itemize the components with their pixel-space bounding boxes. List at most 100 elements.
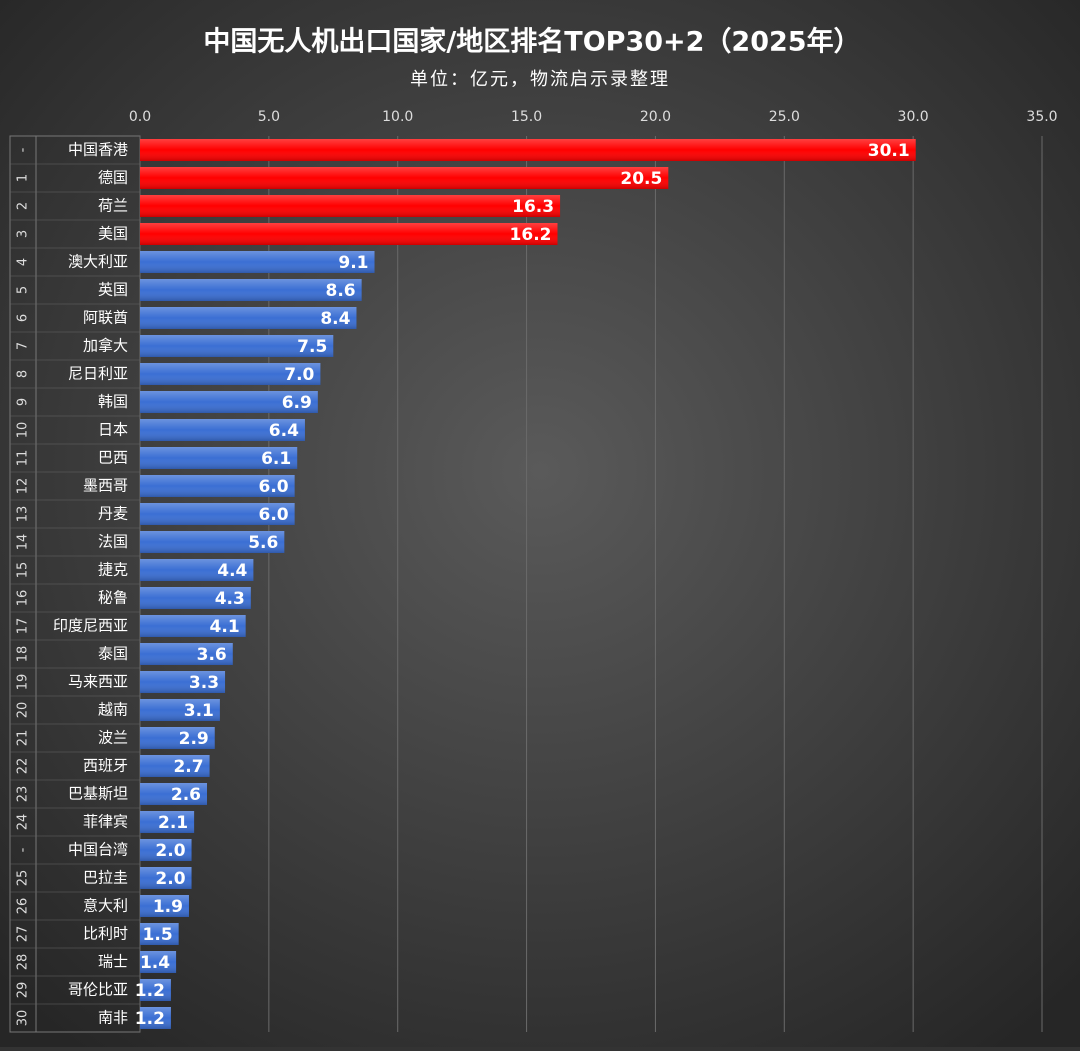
value-label: 3.6	[197, 645, 227, 665]
value-label: 2.1	[158, 813, 188, 833]
value-label: 20.5	[620, 169, 662, 189]
value-label: 8.4	[320, 309, 350, 329]
bar-shine	[140, 531, 285, 553]
y-tick-label: 哥伦比亚	[68, 981, 128, 999]
rank-label: 8	[16, 370, 31, 378]
bar-shine	[140, 335, 334, 357]
value-label: 16.3	[512, 197, 554, 217]
y-tick-label: 巴拉圭	[83, 869, 128, 887]
rank-label: 11	[16, 450, 31, 467]
bar-shine	[140, 447, 298, 469]
value-label: 6.0	[259, 477, 289, 497]
y-tick-label: 澳大利亚	[68, 253, 128, 271]
rank-label: 22	[16, 758, 31, 775]
bar-shine	[140, 251, 375, 273]
y-tick-label: 捷克	[98, 561, 128, 579]
bar-shine	[140, 755, 210, 777]
rank-label: 2	[16, 202, 31, 210]
rank-label: 27	[16, 926, 31, 943]
bar-shine	[140, 195, 561, 217]
y-tick-label: 日本	[98, 421, 128, 439]
bar-shine	[140, 979, 171, 1001]
bar-shine	[140, 895, 189, 917]
rank-label: 28	[16, 954, 31, 971]
y-tick-label: 墨西哥	[83, 477, 128, 495]
rank-label: 7	[16, 342, 31, 350]
value-label: 5.6	[248, 533, 278, 553]
bar-shine	[140, 727, 215, 749]
value-label: 30.1	[868, 141, 910, 161]
value-label: 2.0	[155, 841, 185, 861]
rank-label: 21	[16, 730, 31, 747]
value-label: 6.4	[269, 421, 299, 441]
x-tick-label: 10.0	[382, 109, 413, 125]
value-label: 1.2	[135, 1009, 165, 1029]
y-tick-label: 中国台湾	[68, 841, 128, 859]
rank-label: 20	[16, 702, 31, 719]
y-tick-label: 瑞士	[98, 953, 128, 971]
bar-shine	[140, 391, 318, 413]
y-tick-label: 法国	[98, 533, 128, 551]
rank-label: 23	[16, 786, 31, 803]
x-tick-label: 25.0	[769, 109, 800, 125]
y-tick-label: 越南	[98, 701, 128, 719]
x-tick-label: 0.0	[129, 109, 151, 125]
value-label: 7.0	[284, 365, 314, 385]
value-label: 1.4	[140, 953, 170, 973]
value-label: 4.3	[215, 589, 245, 609]
value-label: 7.5	[297, 337, 327, 357]
bar-shine	[140, 839, 192, 861]
y-tick-label: 菲律宾	[83, 813, 128, 831]
bar-shine	[140, 139, 916, 161]
bar-shine	[140, 811, 195, 833]
rank-label: 5	[16, 286, 31, 294]
chart-title: 中国无人机出口国家/地区排名TOP30+2（2025年）	[203, 26, 860, 58]
value-label: 2.6	[171, 785, 201, 805]
y-tick-label: 丹麦	[98, 505, 128, 523]
y-tick-label: 英国	[98, 281, 128, 299]
rank-label: 29	[16, 982, 31, 999]
y-tick-label: 美国	[98, 225, 128, 243]
value-label: 3.3	[189, 673, 219, 693]
y-tick-label: 南非	[98, 1009, 128, 1027]
value-label: 4.4	[217, 561, 247, 581]
bar-shine	[140, 1007, 171, 1029]
bar-shine	[140, 699, 220, 721]
value-label: 16.2	[510, 225, 552, 245]
value-label: 1.2	[135, 981, 165, 1001]
rank-label: 16	[16, 590, 31, 607]
bar-shine	[140, 559, 254, 581]
bar-shine	[140, 419, 305, 441]
bar-shine	[140, 923, 179, 945]
value-label: 6.0	[259, 505, 289, 525]
rank-label: 18	[16, 646, 31, 663]
value-label: 6.1	[261, 449, 291, 469]
rank-label: 17	[16, 618, 31, 635]
bar-shine	[140, 223, 558, 245]
value-label: 2.0	[155, 869, 185, 889]
x-tick-label: 35.0	[1026, 109, 1057, 125]
rank-label: 30	[16, 1010, 31, 1027]
rank-label: 26	[16, 898, 31, 915]
rank-label: 19	[16, 674, 31, 691]
rank-label: 15	[16, 562, 31, 579]
value-label: 6.9	[282, 393, 312, 413]
x-tick-label: 15.0	[511, 109, 542, 125]
value-label: 8.6	[326, 281, 356, 301]
y-tick-label: 秘鲁	[98, 589, 128, 607]
chart-subtitle: 单位：亿元，物流启示录整理	[410, 69, 670, 90]
y-tick-label: 比利时	[83, 925, 128, 943]
bar-shine	[140, 783, 208, 805]
rank-label: -	[16, 847, 31, 852]
rank-label: -	[16, 147, 31, 152]
y-tick-label: 巴基斯坦	[68, 785, 128, 803]
rank-label: 1	[16, 174, 31, 182]
bar-shine	[140, 671, 226, 693]
rank-label: 24	[16, 814, 31, 831]
x-tick-label: 30.0	[898, 109, 929, 125]
bar-shine	[140, 643, 233, 665]
value-label: 4.1	[210, 617, 240, 637]
rank-label: 4	[16, 258, 31, 266]
